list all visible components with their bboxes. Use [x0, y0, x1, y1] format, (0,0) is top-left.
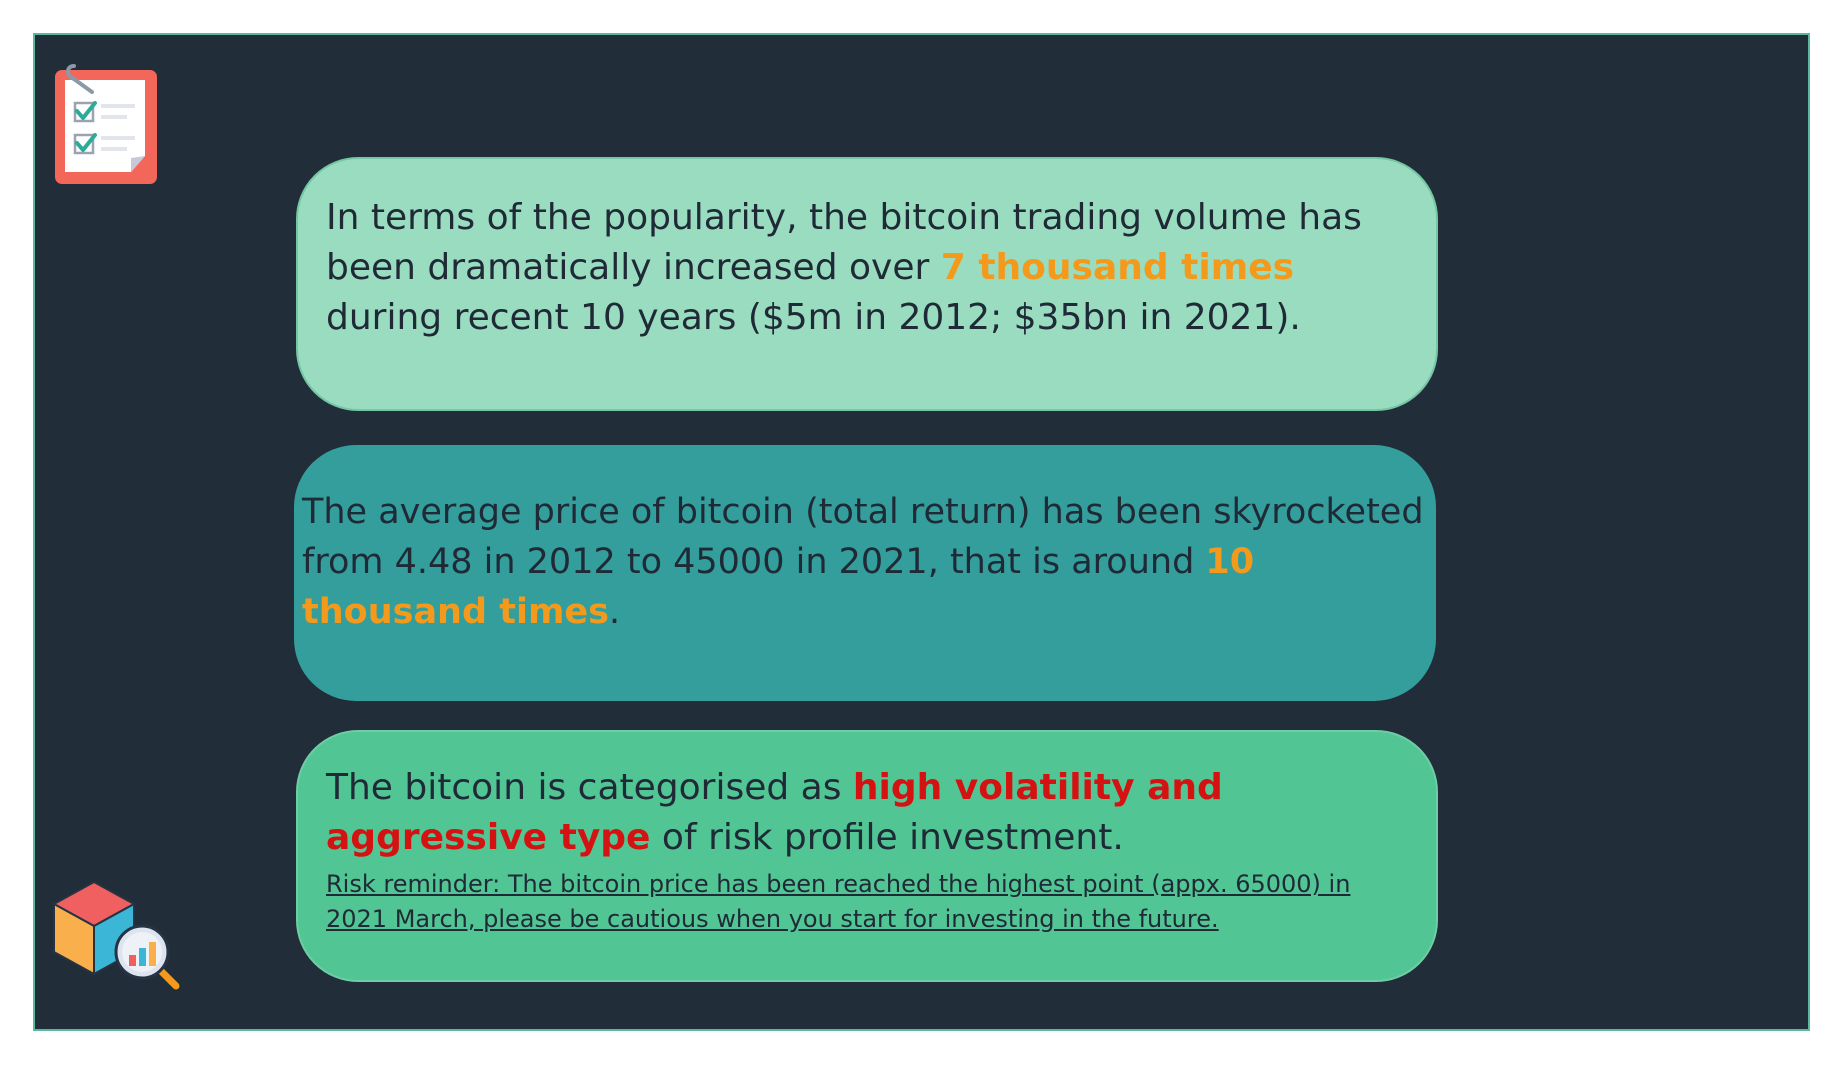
price-text-lead: The average price of bitcoin (total retu…	[302, 492, 1424, 582]
risk-text-tail: of risk profile investment.	[650, 817, 1124, 858]
price-text-tail: .	[609, 592, 621, 632]
checklist-icon	[52, 62, 160, 186]
popularity-text-lead: In terms of the popularity, the bitcoin …	[326, 197, 1362, 288]
risk-highlight: high volatility and aggressive type	[326, 767, 1223, 858]
popularity-text: In terms of the popularity, the bitcoin …	[326, 193, 1408, 343]
popularity-highlight: 7 thousand times	[940, 247, 1295, 288]
popularity-text-tail: during recent 10 years ($5m in 2012; $35…	[326, 297, 1301, 338]
risk-reminder: Risk reminder: The bitcoin price has bee…	[326, 870, 1351, 933]
data-cube-analysis-icon	[50, 880, 182, 994]
popularity-card: In terms of the popularity, the bitcoin …	[296, 157, 1438, 411]
risk-text-lead: The bitcoin is categorised as	[326, 767, 853, 808]
price-text: The average price of bitcoin (total retu…	[302, 487, 1428, 637]
price-card: The average price of bitcoin (total retu…	[294, 445, 1436, 701]
price-highlight: 10 thousand times	[302, 542, 1255, 632]
risk-card: The bitcoin is categorised as high volat…	[296, 730, 1438, 982]
risk-text: The bitcoin is categorised as high volat…	[326, 763, 1408, 863]
